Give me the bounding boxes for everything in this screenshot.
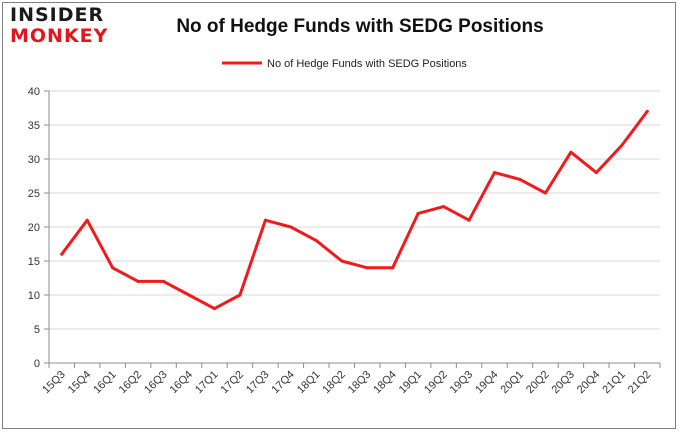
x-tick-label: 19Q4 [473,369,501,397]
data-point [263,218,267,222]
logo-line-1: INSIDER [10,4,105,26]
y-tick-label: 25 [28,188,40,200]
y-tick-label: 15 [28,256,40,268]
data-point [467,218,471,222]
data-point [60,252,64,256]
x-tick-label: 20Q1 [499,369,527,397]
legend: No of Hedge Funds with SEDG Positions [222,58,467,70]
y-tick-label: 35 [28,120,40,132]
data-point [162,279,166,283]
x-tick-label: 16Q2 [117,369,145,397]
data-point [594,171,598,175]
x-tick-label: 15Q3 [40,369,68,397]
x-tick-label: 17Q4 [269,369,297,397]
data-point [569,150,573,154]
data-point [111,266,115,270]
x-axis-ticks: 15Q315Q416Q116Q216Q316Q417Q117Q217Q317Q4… [40,363,661,397]
series-line [60,109,649,311]
y-tick-label: 10 [28,290,40,302]
y-tick-label: 20 [28,222,40,234]
y-tick-label: 30 [28,154,40,166]
data-point [187,293,191,297]
x-tick-label: 21Q2 [626,369,654,397]
x-tick-label: 18Q2 [320,369,348,397]
x-tick-label: 18Q3 [346,369,374,397]
logo-line-2: MONKEY [10,25,109,47]
insider-monkey-logo: INSIDER MONKEY [10,6,108,46]
y-tick-label: 0 [34,358,40,370]
data-point [416,211,420,215]
x-tick-label: 18Q1 [295,369,323,397]
x-tick-label: 17Q2 [219,369,247,397]
series-layer [60,109,649,311]
data-point [645,109,649,113]
data-point [493,171,497,175]
data-point [391,266,395,270]
x-tick-label: 21Q1 [600,369,628,397]
data-point [289,225,293,229]
x-tick-label: 16Q4 [168,369,196,397]
data-point [340,259,344,263]
x-tick-label: 19Q3 [448,369,476,397]
x-tick-label: 20Q4 [575,369,603,397]
x-tick-label: 17Q3 [244,369,272,397]
y-tick-label: 40 [28,86,40,98]
data-point [442,205,446,209]
legend-label: No of Hedge Funds with SEDG Positions [267,58,467,70]
chart-title: No of Hedge Funds with SEDG Positions [176,16,544,37]
x-tick-label: 15Q4 [66,369,94,397]
data-point [314,239,318,243]
x-tick-label: 16Q1 [91,369,119,397]
data-point [212,307,216,311]
data-point [543,191,547,195]
chart-frame [2,2,676,429]
data-point [620,143,624,147]
data-point [365,266,369,270]
y-tick-label: 5 [34,324,40,336]
x-tick-label: 19Q2 [422,369,450,397]
data-point [238,293,242,297]
x-tick-label: 18Q4 [371,369,399,397]
x-tick-label: 19Q1 [397,369,425,397]
gridlines [49,90,660,364]
x-tick-label: 20Q3 [549,369,577,397]
x-tick-label: 17Q1 [193,369,221,397]
data-point [518,177,522,181]
data-point [85,218,89,222]
x-tick-label: 16Q3 [142,369,170,397]
x-tick-label: 20Q2 [524,369,552,397]
data-point [136,279,140,283]
y-axis-ticks: 0 5 10 15 20 25 30 35 40 [28,86,50,370]
